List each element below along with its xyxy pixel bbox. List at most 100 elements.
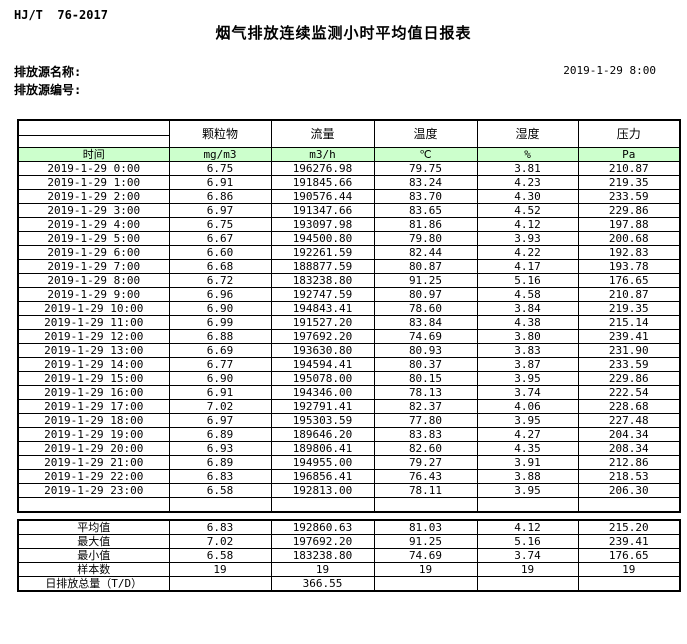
value-cell: 82.37: [373, 399, 478, 414]
value-cell: 82.60: [373, 441, 478, 456]
value-cell: 3.95: [476, 413, 579, 428]
time-cell: 2019-1-29 3:00: [17, 203, 170, 218]
value-cell: 191845.66: [270, 175, 375, 190]
table-row: 2019-1-29 22:00 6.83 196856.41 76.43 3.88 218…: [17, 469, 681, 484]
time-cell: 2019-1-29 9:00: [17, 287, 170, 302]
value-cell: 7.02: [168, 399, 272, 414]
value-cell: 6.69: [168, 343, 272, 358]
value-cell: 91.25: [373, 273, 478, 288]
value-cell: 6.83: [168, 469, 272, 484]
value-cell: 194346.00: [270, 385, 375, 400]
time-column-label: 时间: [17, 147, 170, 162]
tables-area: 颗粒物 流量 温度 湿度 压力 时间 mg/m3 m3/h ℃ % Pa: [17, 119, 681, 592]
value-cell: 189646.20: [270, 427, 375, 442]
time-cell: 2019-1-29 16:00: [17, 385, 170, 400]
time-cell: 2019-1-29 20:00: [17, 441, 170, 456]
value-cell: 194955.00: [270, 455, 375, 470]
table-row: 2019-1-29 0:00 6.75 196276.98 79.75 3.81 210.…: [17, 161, 681, 176]
column-header-flow: 流量: [270, 119, 375, 148]
summary-value-cell: 5.16: [476, 534, 579, 549]
value-cell: 6.90: [168, 371, 272, 386]
table-row: 2019-1-29 6:00 6.60 192261.59 82.44 4.22 192.…: [17, 245, 681, 260]
time-cell: 2019-1-29 15:00: [17, 371, 170, 386]
value-cell: 3.74: [476, 385, 579, 400]
summary-value-cell: 19: [270, 562, 375, 577]
value-cell: 4.38: [476, 315, 579, 330]
time-cell: 2019-1-29 22:00: [17, 469, 170, 484]
value-cell: 6.89: [168, 455, 272, 470]
value-cell: 6.96: [168, 287, 272, 302]
value-cell: 204.34: [577, 427, 681, 442]
summary-label-cell: 最小值: [17, 548, 170, 563]
table-row: 2019-1-29 19:00 6.89 189646.20 83.83 4.27 204…: [17, 427, 681, 442]
value-cell: 3.87: [476, 357, 579, 372]
value-cell: 190576.44: [270, 189, 375, 204]
value-cell: 76.43: [373, 469, 478, 484]
summary-value-cell: 19: [168, 562, 272, 577]
value-cell: 6.90: [168, 301, 272, 316]
header-blank-top-cell: [17, 119, 170, 136]
value-cell: 219.35: [577, 301, 681, 316]
table-row: 2019-1-29 13:00 6.69 193630.80 80.93 3.83 231…: [17, 343, 681, 358]
value-cell: 4.06: [476, 399, 579, 414]
value-cell: 192791.41: [270, 399, 375, 414]
value-cell: 83.65: [373, 203, 478, 218]
value-cell: 229.86: [577, 203, 681, 218]
value-cell: 80.93: [373, 343, 478, 358]
value-cell: 189806.41: [270, 441, 375, 456]
value-cell: 233.59: [577, 189, 681, 204]
summary-value-cell: 19: [476, 562, 579, 577]
value-cell: 191347.66: [270, 203, 375, 218]
value-cell: 4.58: [476, 287, 579, 302]
value-cell: 6.58: [168, 483, 272, 498]
value-cell: 208.34: [577, 441, 681, 456]
value-cell: 233.59: [577, 357, 681, 372]
summary-row: 最大值 7.02 197692.20 91.25 5.16 239.41: [17, 534, 681, 549]
value-cell: 192813.00: [270, 483, 375, 498]
value-cell: 4.35: [476, 441, 579, 456]
value-cell: 83.83: [373, 427, 478, 442]
unit-flow: m3/h: [270, 147, 375, 162]
summary-row: 最小值 6.58 183238.80 74.69 3.74 176.65: [17, 548, 681, 563]
value-cell: 6.72: [168, 273, 272, 288]
value-cell: 6.97: [168, 203, 272, 218]
value-cell: 192747.59: [270, 287, 375, 302]
value-cell: 218.53: [577, 469, 681, 484]
table-row: 2019-1-29 12:00 6.88 197692.20 74.69 3.80 239…: [17, 329, 681, 344]
time-cell: 2019-1-29 2:00: [17, 189, 170, 204]
source-name-label: 排放源名称:: [14, 65, 82, 79]
value-cell: 196276.98: [270, 161, 375, 176]
time-cell: 2019-1-29 18:00: [17, 413, 170, 428]
column-header-pressure: 压力: [577, 119, 681, 148]
summary-value-cell: 176.65: [577, 548, 681, 563]
value-cell: 80.15: [373, 371, 478, 386]
value-cell: 193.78: [577, 259, 681, 274]
table-row: 2019-1-29 23:00 6.58 192813.00 78.11 3.95 206…: [17, 483, 681, 498]
summary-value-cell: 6.83: [168, 519, 272, 535]
value-cell: 215.14: [577, 315, 681, 330]
units-row: 时间 mg/m3 m3/h ℃ % Pa: [17, 147, 681, 162]
value-cell: 4.22: [476, 245, 579, 260]
summary-value-cell: 192860.63: [270, 519, 375, 535]
table-row: 2019-1-29 9:00 6.96 192747.59 80.97 4.58 210.…: [17, 287, 681, 302]
summary-row: 平均值 6.83 192860.63 81.03 4.12 215.20: [17, 519, 681, 535]
value-cell: 3.91: [476, 455, 579, 470]
value-cell: 83.70: [373, 189, 478, 204]
value-cell: 3.84: [476, 301, 579, 316]
unit-pressure: Pa: [577, 147, 681, 162]
summary-value-cell: 74.69: [373, 548, 478, 563]
summary-value-cell: 81.03: [373, 519, 478, 535]
value-cell: 183238.80: [270, 273, 375, 288]
time-cell: 2019-1-29 0:00: [17, 161, 170, 176]
value-cell: 80.97: [373, 287, 478, 302]
value-cell: 83.24: [373, 175, 478, 190]
time-cell: 2019-1-29 12:00: [17, 329, 170, 344]
table-row: 2019-1-29 17:00 7.02 192791.41 82.37 4.06 228…: [17, 399, 681, 414]
table-row: 2019-1-29 15:00 6.90 195078.00 80.15 3.95 229…: [17, 371, 681, 386]
value-cell: 80.37: [373, 357, 478, 372]
time-cell: 2019-1-29 17:00: [17, 399, 170, 414]
summary-value-cell: 215.20: [577, 519, 681, 535]
summary-value-cell: 3.74: [476, 548, 579, 563]
value-cell: 6.88: [168, 329, 272, 344]
value-cell: 194594.41: [270, 357, 375, 372]
